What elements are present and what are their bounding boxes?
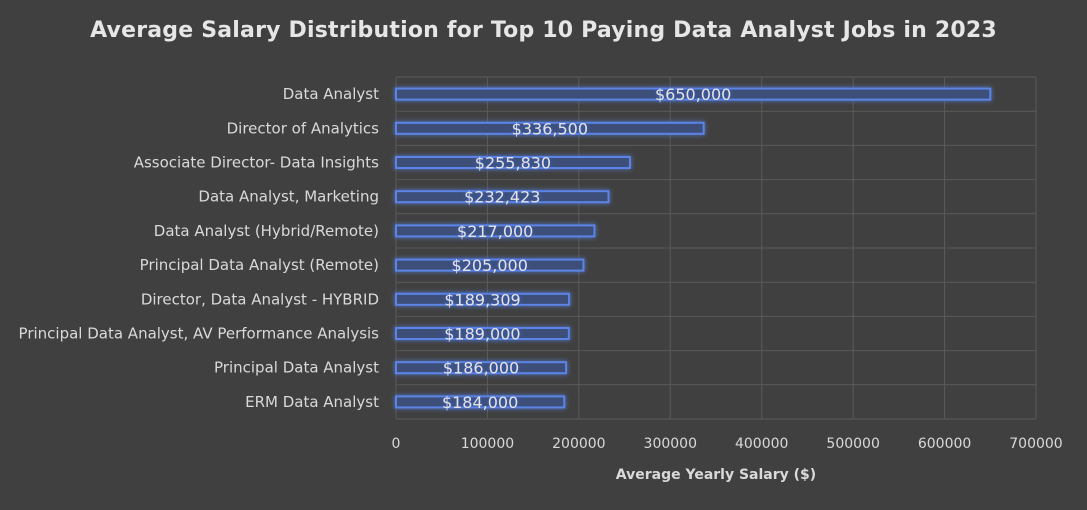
data-label: $255,830 — [475, 154, 551, 173]
x-tick-label: 300000 — [644, 436, 697, 452]
x-axis-ticks: 0 100000 200000 300000 400000 500000 600000 700… — [392, 436, 1063, 452]
category-label: Principal Data Analyst — [214, 359, 379, 377]
bar — [395, 327, 570, 340]
category-label: Data Analyst — [283, 85, 379, 103]
bars — [395, 87, 992, 409]
bar — [395, 190, 610, 204]
category-label: Data Analyst (Hybrid/Remote) — [154, 222, 379, 240]
data-label: $189,309 — [444, 290, 520, 309]
x-tick-label: 200000 — [552, 436, 605, 452]
data-label: $650,000 — [655, 85, 731, 104]
bar — [395, 292, 571, 306]
category-labels: Data Analyst Director of Analytics Associa… — [19, 85, 380, 411]
x-tick-label: 100000 — [461, 436, 514, 452]
chart-title: Average Salary Distribution for Top 10 P… — [90, 18, 997, 43]
data-label: $336,500 — [512, 119, 588, 138]
bar — [395, 258, 585, 272]
data-label: $217,000 — [457, 222, 533, 241]
bar — [395, 224, 596, 238]
x-tick-label: 0 — [392, 436, 401, 452]
bar — [395, 121, 705, 135]
category-label: Principal Data Analyst (Remote) — [140, 256, 379, 274]
x-tick-label: 700000 — [1009, 436, 1062, 452]
data-label: $189,000 — [444, 325, 520, 344]
data-label: $205,000 — [452, 256, 528, 275]
data-label: $232,423 — [464, 188, 540, 207]
data-label: $184,000 — [442, 393, 518, 412]
x-tick-label: 400000 — [735, 436, 788, 452]
bar — [395, 156, 631, 169]
bar — [395, 395, 566, 409]
category-label: Associate Director- Data Insights — [134, 154, 379, 172]
bar — [395, 361, 568, 375]
category-label: Principal Data Analyst, AV Performance A… — [19, 325, 380, 343]
category-label: Director, Data Analyst - HYBRID — [141, 290, 379, 308]
x-tick-label: 500000 — [826, 436, 879, 452]
data-label: $186,000 — [443, 359, 519, 378]
data-labels: $650,000 $336,500 $255,830 $232,423 $217,000… — [442, 85, 731, 412]
x-tick-label: 600000 — [918, 436, 971, 452]
bar — [395, 87, 992, 101]
x-axis-title: Average Yearly Salary ($) — [616, 467, 816, 483]
category-label: ERM Data Analyst — [245, 393, 379, 411]
category-label: Director of Analytics — [227, 119, 380, 137]
category-label: Data Analyst, Marketing — [198, 188, 379, 206]
